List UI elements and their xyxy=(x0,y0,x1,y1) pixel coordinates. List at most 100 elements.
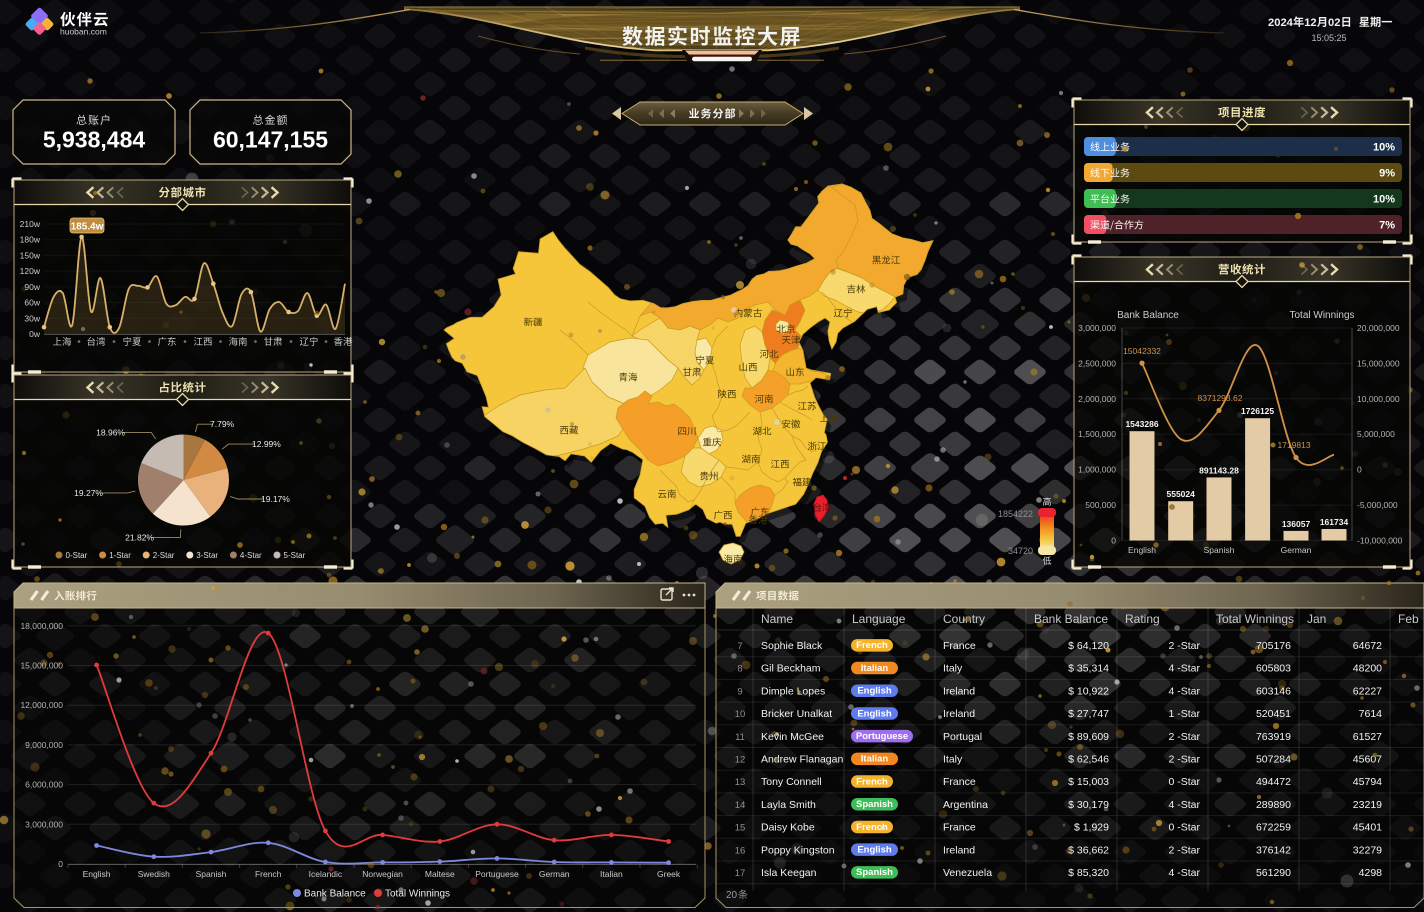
svg-text:4 -Star: 4 -Star xyxy=(1168,685,1200,697)
svg-text:Ireland: Ireland xyxy=(943,844,975,856)
svg-text:15,000,000: 15,000,000 xyxy=(1357,358,1400,368)
svg-text:Bank Balance: Bank Balance xyxy=(1034,612,1108,626)
svg-text:45794: 45794 xyxy=(1353,776,1382,788)
svg-text:8: 8 xyxy=(737,664,742,675)
svg-text:1,500,000: 1,500,000 xyxy=(1078,429,1116,439)
svg-text:Maltese: Maltese xyxy=(425,869,455,879)
svg-text:10%: 10% xyxy=(1373,142,1395,154)
svg-text:376142: 376142 xyxy=(1256,844,1291,856)
svg-text:Dimple Lopes: Dimple Lopes xyxy=(761,685,825,697)
svg-text:48200: 48200 xyxy=(1353,663,1382,675)
svg-text:19.27%: 19.27% xyxy=(74,488,103,498)
svg-text:02: 02 xyxy=(1328,17,1340,29)
svg-text:Total Winnings: Total Winnings xyxy=(1216,612,1294,626)
svg-text:Spanish: Spanish xyxy=(196,869,227,879)
svg-text:4-Star: 4-Star xyxy=(240,551,262,560)
svg-text:3-Star: 3-Star xyxy=(196,551,218,560)
svg-text:161734: 161734 xyxy=(1320,517,1349,527)
svg-text:$ 64,120: $ 64,120 xyxy=(1068,640,1109,652)
svg-text:Daisy Kobe: Daisy Kobe xyxy=(761,822,815,834)
svg-text:120w: 120w xyxy=(20,266,41,276)
svg-text:German: German xyxy=(539,869,570,879)
svg-text:2 -Star: 2 -Star xyxy=(1168,754,1200,766)
svg-text:603146: 603146 xyxy=(1256,685,1291,697)
svg-text:Portugal: Portugal xyxy=(943,731,982,743)
svg-text:15,000,000: 15,000,000 xyxy=(20,661,63,671)
svg-text:32279: 32279 xyxy=(1353,844,1382,856)
svg-text:507284: 507284 xyxy=(1256,754,1291,766)
svg-text:Isla Keegan: Isla Keegan xyxy=(761,867,817,879)
svg-text:64672: 64672 xyxy=(1353,640,1382,652)
svg-text:1,000,000: 1,000,000 xyxy=(1078,465,1116,475)
svg-text:763919: 763919 xyxy=(1256,731,1291,743)
svg-text:huoban.com: huoban.com xyxy=(60,27,107,37)
svg-text:62227: 62227 xyxy=(1353,685,1382,697)
svg-text:French: French xyxy=(856,640,888,651)
svg-text:2,000,000: 2,000,000 xyxy=(1078,394,1116,404)
svg-text:-5,000,000: -5,000,000 xyxy=(1357,500,1398,510)
svg-text:French: French xyxy=(856,822,888,833)
svg-text:Ireland: Ireland xyxy=(943,685,975,697)
svg-text:Portuguese: Portuguese xyxy=(856,731,908,742)
svg-text:$ 89,609: $ 89,609 xyxy=(1068,731,1109,743)
svg-text:French: French xyxy=(255,869,282,879)
svg-text:520451: 520451 xyxy=(1256,708,1291,720)
svg-text:3,000,000: 3,000,000 xyxy=(25,819,63,829)
svg-text:12.99%: 12.99% xyxy=(252,439,281,449)
svg-text:English: English xyxy=(857,708,892,719)
svg-text:9%: 9% xyxy=(1379,168,1395,180)
svg-text:5,000,000: 5,000,000 xyxy=(1357,429,1395,439)
svg-text:12: 12 xyxy=(1304,17,1316,29)
svg-text:Portuguese: Portuguese xyxy=(475,869,519,879)
svg-text:Andrew Flanagan: Andrew Flanagan xyxy=(761,754,843,766)
svg-text:45401: 45401 xyxy=(1353,822,1382,834)
svg-text:Italy: Italy xyxy=(943,663,963,675)
svg-text:Greek: Greek xyxy=(657,869,681,879)
svg-text:France: France xyxy=(943,640,976,652)
svg-text:705176: 705176 xyxy=(1256,640,1291,652)
svg-text:15: 15 xyxy=(735,823,746,834)
svg-text:555024: 555024 xyxy=(1167,489,1196,499)
svg-text:0-Star: 0-Star xyxy=(66,551,88,560)
svg-text:$ 15,003: $ 15,003 xyxy=(1068,776,1109,788)
svg-text:Language: Language xyxy=(852,612,906,626)
svg-text:13: 13 xyxy=(735,777,746,788)
svg-text:20: 20 xyxy=(726,890,738,901)
svg-text:9,000,000: 9,000,000 xyxy=(25,740,63,750)
svg-text:$ 30,179: $ 30,179 xyxy=(1068,799,1109,811)
svg-text:Jan: Jan xyxy=(1307,612,1326,626)
svg-text:English: English xyxy=(1128,545,1156,555)
svg-text:0: 0 xyxy=(1357,465,1362,475)
svg-text:German: German xyxy=(1281,545,1312,555)
svg-text:1543286: 1543286 xyxy=(1125,419,1158,429)
svg-text:Total Winnings: Total Winnings xyxy=(1289,310,1354,321)
svg-text:15042332: 15042332 xyxy=(1123,346,1161,356)
svg-text:34720: 34720 xyxy=(1008,546,1033,556)
svg-text:1719813: 1719813 xyxy=(1277,440,1310,450)
svg-text:7%: 7% xyxy=(1379,220,1395,232)
svg-text:Sophie Black: Sophie Black xyxy=(761,640,823,652)
svg-text:$ 10,922: $ 10,922 xyxy=(1068,685,1109,697)
svg-text:210w: 210w xyxy=(20,219,41,229)
svg-text:Gil Beckham: Gil Beckham xyxy=(761,663,821,675)
svg-text:1 -Star: 1 -Star xyxy=(1168,708,1200,720)
svg-text:$ 62,546: $ 62,546 xyxy=(1068,754,1109,766)
svg-text:1854222: 1854222 xyxy=(998,509,1033,519)
svg-text:7: 7 xyxy=(737,641,742,652)
svg-text:2-Star: 2-Star xyxy=(153,551,175,560)
svg-text:Bank Balance: Bank Balance xyxy=(1117,310,1179,321)
svg-text:18,000,000: 18,000,000 xyxy=(20,621,63,631)
svg-text:150w: 150w xyxy=(20,250,41,260)
svg-text:English: English xyxy=(83,869,111,879)
svg-text:672259: 672259 xyxy=(1256,822,1291,834)
svg-text:Argentina: Argentina xyxy=(943,799,988,811)
svg-text:-10,000,000: -10,000,000 xyxy=(1357,536,1403,546)
svg-text:7614: 7614 xyxy=(1359,708,1383,720)
svg-text:Feb: Feb xyxy=(1398,612,1419,626)
svg-text:16: 16 xyxy=(735,845,746,856)
svg-text:0w: 0w xyxy=(29,329,41,339)
svg-text:Bank Balance: Bank Balance xyxy=(304,889,366,900)
svg-text:10: 10 xyxy=(735,709,746,720)
svg-text:English: English xyxy=(857,686,892,697)
svg-text:30w: 30w xyxy=(24,313,40,323)
